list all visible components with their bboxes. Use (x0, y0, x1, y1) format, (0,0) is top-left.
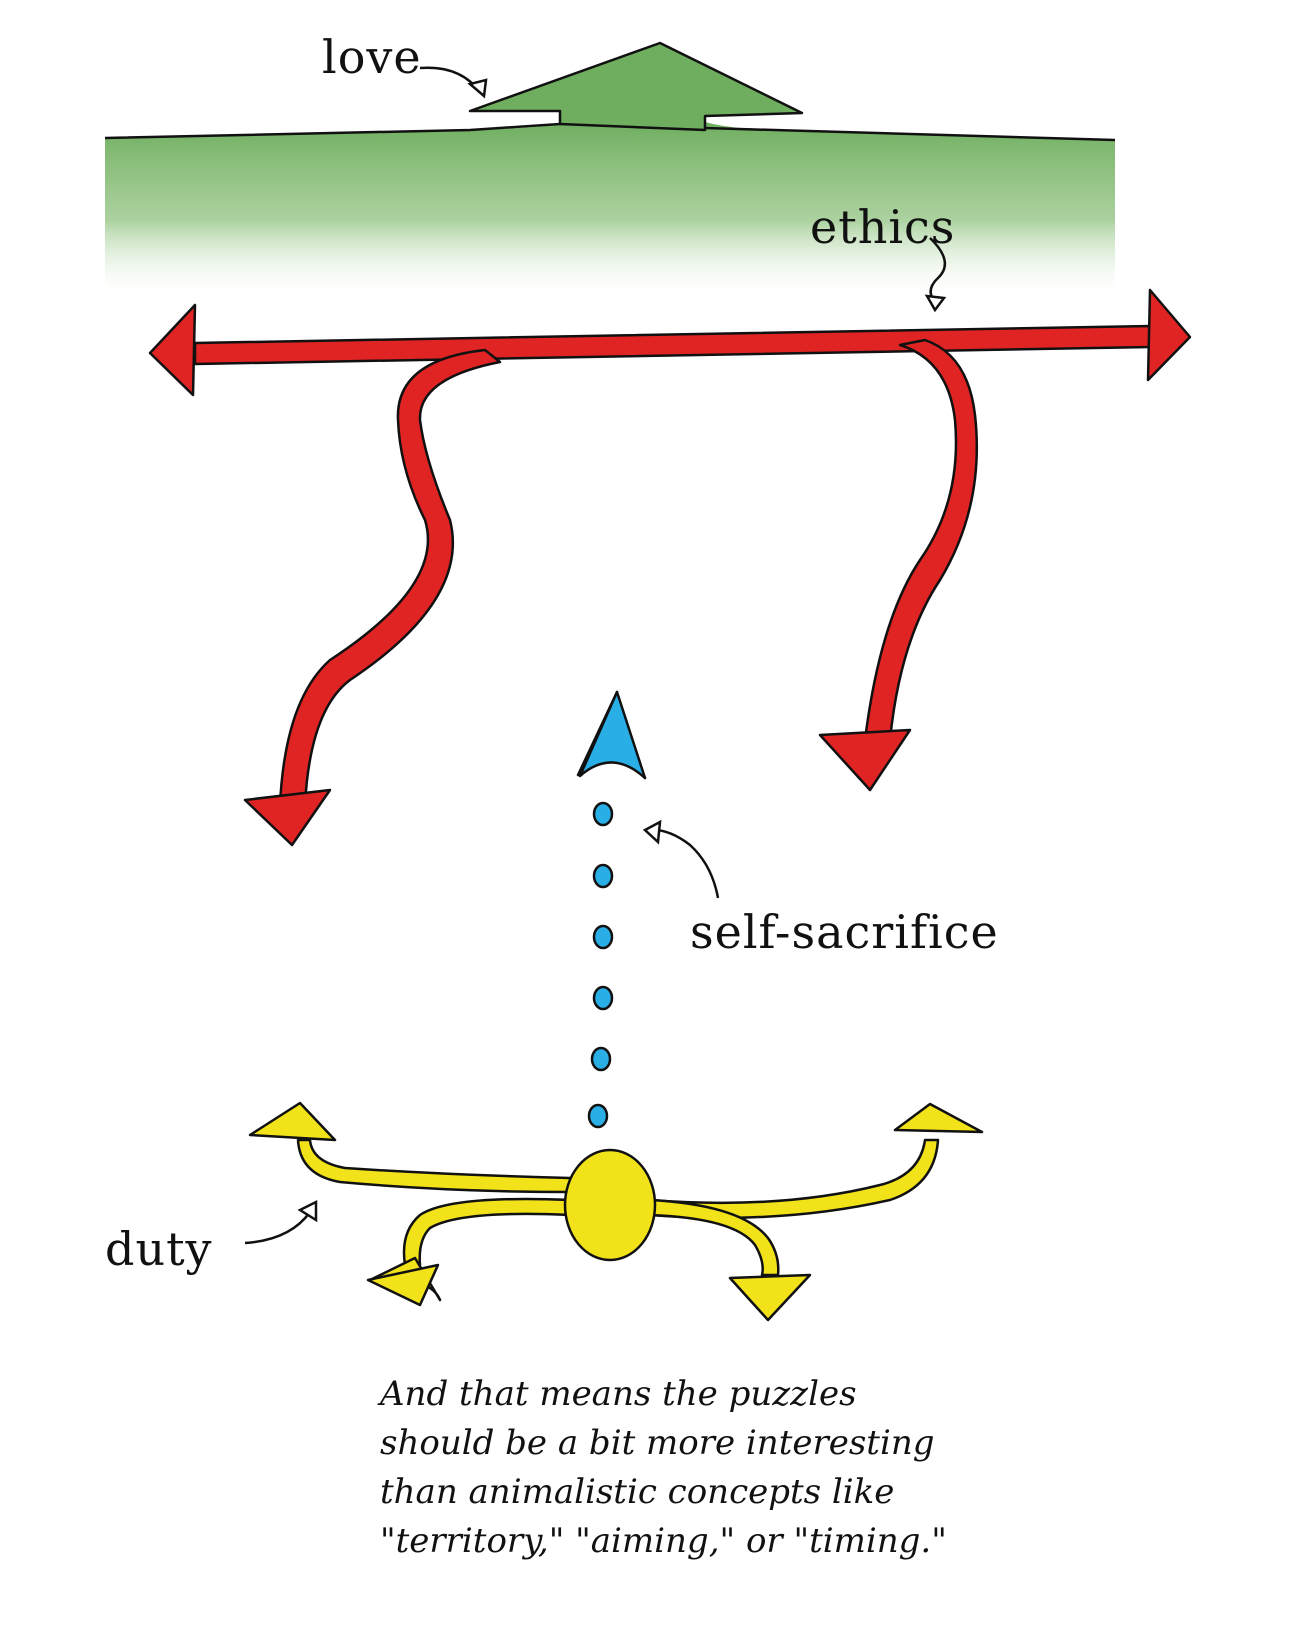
self-sacrifice-dot (592, 863, 614, 889)
duty-right-arm-head (893, 1102, 984, 1134)
duty-pointer-arrow (244, 1199, 318, 1245)
love-outline (104, 122, 1116, 142)
caption: And that means the puzzles should be a b… (380, 1370, 1000, 1566)
ethics-left-branch (278, 348, 502, 807)
duty-lower-left-arm (402, 1197, 572, 1267)
love-pointer-arrow (419, 66, 488, 99)
ethics-arrows (148, 288, 1192, 847)
self-sacrifice-dot (592, 801, 614, 827)
ethics-horizontal (193, 324, 1152, 366)
caption-line: than animalistic concepts like (380, 1472, 895, 1512)
duty-lower-right-head (728, 1273, 812, 1322)
ethics-label: ethics (810, 200, 956, 254)
self-sacrifice-dot (590, 1046, 612, 1072)
duty-hub (563, 1148, 657, 1262)
duty-left-arm-head (248, 1101, 337, 1142)
love-peak (468, 41, 804, 132)
ethics-right-branch (863, 338, 979, 742)
self-sacrifice-label: self-sacrifice (690, 905, 999, 959)
duty-left-arm (296, 1138, 572, 1194)
ethics-pointer-arrow (924, 237, 947, 313)
duty-shape (248, 1101, 984, 1322)
self-sacrifice-arrow (576, 690, 647, 1129)
love-label: love (322, 30, 422, 84)
caption-line: And that means the puzzles (380, 1374, 857, 1414)
ethics-left-head-down (243, 788, 332, 847)
self-sacrifice-dot (592, 985, 614, 1011)
love-shape (104, 41, 1116, 300)
self-sacrifice-dot (592, 924, 614, 950)
ethics-left-head (148, 303, 197, 397)
caption-line: "territory," "aiming," or "timing." (380, 1521, 947, 1561)
caption-line: should be a bit more interesting (380, 1423, 935, 1463)
ethics-right-head (1146, 288, 1192, 382)
self-sacrifice-pointer-arrow (642, 819, 720, 899)
duty-label: duty (105, 1222, 213, 1276)
duty-right-arm (648, 1138, 940, 1220)
self-sacrifice-dot (587, 1103, 609, 1129)
ethics-right-head-down (818, 728, 912, 792)
love-band (105, 122, 1115, 300)
